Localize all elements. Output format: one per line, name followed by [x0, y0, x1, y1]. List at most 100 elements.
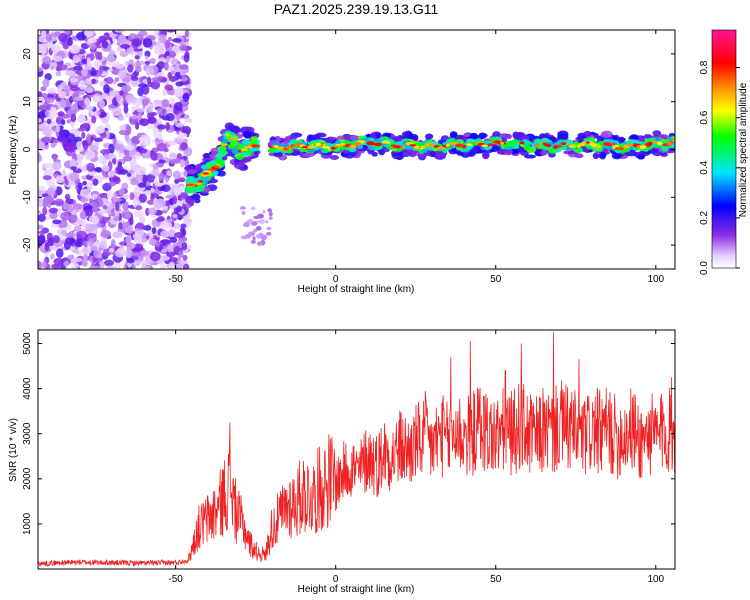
colorbar: 0.0 0.2 0.4 0.6 0.8 Normalized spectral ampl…: [699, 29, 749, 275]
noise-cell: [163, 39, 171, 49]
noise-cell: [158, 172, 165, 181]
noise-cell: [87, 238, 94, 247]
noise-cell: [148, 207, 157, 215]
noise-cell: [85, 64, 93, 71]
signal-peak-cell: [301, 145, 309, 149]
noise-cell: [73, 96, 84, 102]
noise-cell: [71, 257, 83, 263]
signal-peak-cell: [585, 141, 590, 144]
noise-cell: [184, 118, 193, 123]
signal-halo-cell: [289, 134, 298, 141]
noise-cell: [82, 140, 89, 150]
noise-cell: [48, 207, 59, 214]
signal-peak-cell: [605, 142, 611, 146]
signal-halo-cell: [326, 136, 335, 143]
signal-cell: [236, 156, 244, 160]
stray-cell: [252, 228, 258, 233]
noise-cell: [46, 118, 52, 125]
noise-cell: [115, 93, 121, 102]
noise-cell: [130, 76, 139, 81]
noise-cell: [44, 110, 50, 117]
signal-cell: [185, 187, 196, 194]
noise-cell: [137, 87, 144, 97]
signal-halo-cell: [613, 154, 623, 159]
noise-cell: [167, 244, 173, 253]
signal-halo-cell: [505, 133, 512, 140]
noise-cell: [113, 216, 120, 222]
signal-halo-cell: [574, 153, 584, 159]
spectrogram-x-label: Height of straight line (km): [298, 284, 415, 295]
stray-cell: [262, 209, 266, 214]
noise-cell: [145, 190, 152, 196]
noise-cell: [60, 212, 71, 221]
noise-cell: [159, 262, 166, 269]
noise-cell: [81, 122, 89, 129]
noise-cell: [152, 163, 159, 170]
noise-cell: [81, 68, 89, 77]
noise-cell: [69, 85, 80, 92]
noise-cell: [77, 182, 83, 190]
noise-cell: [41, 261, 48, 269]
noise-cell: [105, 130, 110, 141]
noise-cell: [66, 133, 76, 143]
noise-cell: [91, 193, 98, 200]
noise-cell: [179, 158, 186, 168]
noise-cell: [135, 222, 145, 230]
noise-cell: [38, 112, 47, 118]
noise-cell: [117, 115, 125, 121]
stray-cell: [250, 206, 256, 211]
noise-cell: [178, 44, 187, 52]
signal-peak-cell: [202, 172, 209, 175]
noise-cell: [106, 189, 113, 200]
noise-cell: [183, 53, 190, 63]
noise-cell: [169, 153, 180, 158]
noise-cell: [146, 76, 152, 84]
noise-cell: [89, 43, 97, 50]
noise-cell: [141, 237, 148, 243]
noise-cell: [94, 137, 104, 143]
signal-peak-cell: [519, 141, 525, 145]
noise-cell: [156, 124, 167, 130]
noise-cell: [132, 38, 143, 47]
noise-cell: [129, 217, 134, 226]
signal-peak-cell: [666, 141, 673, 146]
noise-cell: [182, 92, 190, 103]
signal-peak-cell: [448, 142, 456, 145]
noise-cell: [114, 30, 126, 33]
signal-halo-cell: [186, 169, 198, 175]
noise-cell: [160, 185, 166, 192]
noise-cell: [91, 205, 99, 213]
noise-cell: [138, 193, 148, 203]
noise-cell: [142, 225, 152, 231]
signal-peak-cell: [340, 142, 346, 146]
noise-cell: [54, 198, 65, 207]
noise-cell: [126, 258, 135, 264]
noise-cell: [158, 34, 167, 44]
signal-peak-cell: [413, 145, 420, 149]
signal-peak-cell: [307, 145, 314, 149]
noise-cell: [68, 214, 78, 224]
signal-peak-cell: [282, 147, 290, 151]
snr-frame: [37, 329, 676, 570]
signal-halo-cell: [233, 162, 245, 170]
spectrogram-y-tick-label: -10: [22, 190, 33, 205]
noise-cell: [160, 239, 171, 245]
noise-cell: [171, 38, 182, 43]
signal-peak-cell: [445, 143, 451, 148]
signal-cell: [250, 136, 258, 142]
noise-cell: [83, 240, 88, 247]
noise-cell: [42, 78, 50, 88]
noise-cell: [55, 124, 60, 133]
noise-cell: [117, 70, 127, 80]
signal-peak-cell: [241, 148, 248, 151]
snr-series-line: [38, 332, 675, 568]
noise-cell: [90, 70, 98, 76]
colorbar-tick-label: 0.2: [699, 211, 710, 225]
signal-peak-cell: [334, 145, 340, 148]
noise-cell: [40, 136, 52, 144]
snr-x-label: Height of straight line (km): [298, 584, 415, 595]
signal-peak-cell: [251, 144, 259, 148]
signal-peak-cell: [569, 144, 577, 149]
noise-cell: [181, 242, 188, 251]
noise-cell: [165, 113, 175, 122]
